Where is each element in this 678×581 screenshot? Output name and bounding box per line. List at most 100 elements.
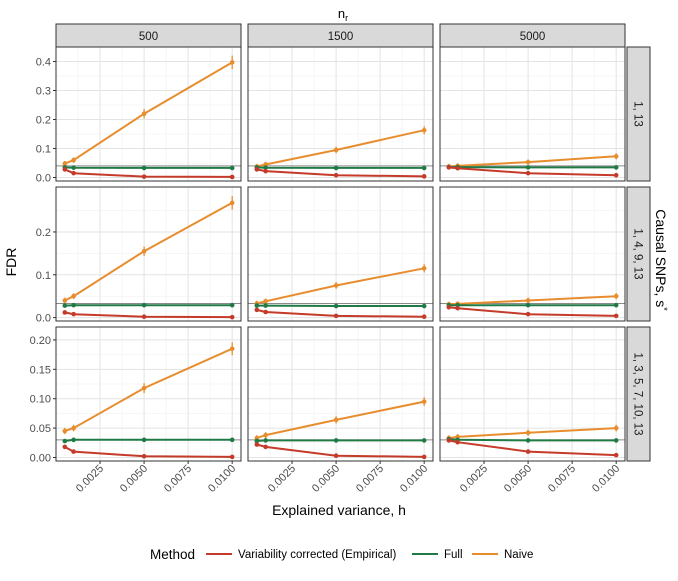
series-line-naive bbox=[64, 201, 233, 302]
x-tick-label: 0.0075 bbox=[162, 463, 194, 495]
point-variability-corrected-empirical bbox=[455, 439, 460, 445]
y-tick-label: 0.15 bbox=[30, 364, 51, 376]
point-variability-corrected-empirical bbox=[229, 314, 235, 320]
legend-title: Method bbox=[150, 547, 195, 562]
point-naive bbox=[613, 293, 619, 299]
point-full bbox=[525, 165, 531, 170]
series-line-naive bbox=[448, 427, 617, 440]
point-full bbox=[62, 303, 68, 308]
point-variability-corrected-empirical bbox=[613, 172, 619, 178]
point-naive bbox=[263, 432, 268, 438]
y-tick-label: 0.3 bbox=[36, 86, 51, 98]
point-naive bbox=[263, 162, 268, 167]
series-line-naive bbox=[448, 295, 617, 306]
point-naive bbox=[333, 147, 339, 153]
point-full bbox=[333, 165, 339, 171]
point-full bbox=[254, 438, 260, 444]
point-naive bbox=[613, 425, 619, 431]
point-naive bbox=[333, 283, 339, 288]
series-line-full bbox=[64, 166, 233, 169]
point-full bbox=[421, 438, 427, 443]
legend-entry-full: Full bbox=[412, 549, 463, 561]
series-line-naive bbox=[64, 347, 233, 432]
point-variability-corrected-empirical bbox=[71, 170, 76, 176]
point-variability-corrected-empirical bbox=[421, 454, 427, 460]
point-full bbox=[141, 165, 147, 171]
point-naive bbox=[421, 127, 427, 133]
point-variability-corrected-empirical bbox=[263, 168, 268, 174]
panel-background bbox=[248, 47, 433, 181]
legend-label-variability: Variability corrected (Empirical) bbox=[238, 549, 396, 561]
point-variability-corrected-empirical bbox=[254, 442, 260, 447]
point-variability-corrected-empirical bbox=[613, 452, 619, 458]
y-tick-label: 0.20 bbox=[30, 335, 51, 347]
point-variability-corrected-empirical bbox=[446, 438, 452, 443]
point-variability-corrected-empirical bbox=[525, 170, 531, 176]
column-strip-label-0: 500 bbox=[139, 31, 158, 43]
point-full bbox=[263, 438, 268, 443]
legend-entry-naive: Naive bbox=[472, 549, 533, 561]
point-variability-corrected-empirical bbox=[525, 449, 531, 454]
series-line-variability-corrected-empirical bbox=[448, 439, 617, 457]
x-tick-label: 0.0100 bbox=[206, 463, 238, 495]
point-naive bbox=[421, 399, 427, 404]
point-variability-corrected-empirical bbox=[62, 167, 68, 172]
point-full bbox=[229, 165, 235, 171]
x-tick-label: 0.0075 bbox=[546, 463, 578, 495]
point-variability-corrected-empirical bbox=[141, 314, 147, 320]
point-variability-corrected-empirical bbox=[71, 449, 76, 454]
point-naive bbox=[229, 200, 235, 206]
point-variability-corrected-empirical bbox=[446, 165, 452, 170]
x-tick-label: 0.0050 bbox=[118, 463, 150, 495]
point-variability-corrected-empirical bbox=[455, 165, 460, 171]
row-strip-0 bbox=[626, 46, 651, 182]
x-tick-label: 0.0025 bbox=[74, 463, 106, 495]
point-naive bbox=[333, 417, 339, 423]
row-strip-label-0: 1, 13 bbox=[632, 101, 644, 127]
point-full bbox=[333, 438, 339, 443]
point-naive bbox=[141, 111, 147, 117]
panel-border bbox=[247, 186, 434, 322]
legend-entry-variability: Variability corrected (Empirical) bbox=[206, 549, 396, 561]
legend-label-naive: Naive bbox=[504, 549, 533, 561]
y-tick-label: 0.0 bbox=[36, 313, 51, 325]
row-strip-label-1: 1, 4, 9, 13 bbox=[632, 228, 644, 279]
point-full bbox=[229, 437, 235, 443]
panel-border bbox=[247, 326, 434, 462]
x-tick-label: 0.0025 bbox=[266, 463, 298, 495]
series-line-variability-corrected-empirical bbox=[64, 446, 233, 458]
panel-r0-c2 bbox=[439, 46, 626, 182]
column-strip-label-1: 1500 bbox=[328, 31, 354, 43]
x-tick-label: 0.0075 bbox=[354, 463, 386, 495]
series-line-full bbox=[448, 438, 617, 442]
row-strip-label-2: 1, 3, 5, 7, 10, 13 bbox=[632, 352, 644, 435]
point-variability-corrected-empirical bbox=[254, 167, 260, 172]
series-line-naive bbox=[64, 61, 233, 165]
row-strip-2 bbox=[626, 326, 651, 462]
y-tick-label: 0.2 bbox=[36, 227, 51, 239]
series-line-variability-corrected-empirical bbox=[448, 166, 617, 177]
point-full bbox=[62, 438, 68, 444]
point-full bbox=[141, 302, 147, 308]
point-naive bbox=[62, 428, 68, 434]
panel-r0-c0 bbox=[55, 46, 242, 182]
panel-background bbox=[56, 327, 241, 461]
point-full bbox=[525, 302, 531, 308]
point-full bbox=[263, 165, 268, 170]
x-tick-label: 0.0025 bbox=[458, 463, 490, 495]
point-full bbox=[613, 165, 619, 170]
x-tick-label: 0.0050 bbox=[502, 463, 534, 495]
y-tick-label: 0.05 bbox=[30, 423, 51, 435]
point-full bbox=[254, 303, 260, 308]
point-full bbox=[525, 438, 531, 443]
point-naive bbox=[62, 298, 68, 303]
top-facet-title: nr bbox=[338, 6, 348, 23]
point-full bbox=[71, 302, 76, 308]
point-full bbox=[263, 303, 268, 308]
panel-r2-c1: 0.0025 0.0050 0.0075 0.0100 bbox=[247, 326, 434, 495]
point-naive bbox=[263, 299, 268, 304]
point-full bbox=[71, 165, 76, 170]
point-naive bbox=[421, 266, 427, 271]
panel-border bbox=[247, 46, 434, 182]
x-tick-label: 0.0100 bbox=[590, 463, 622, 495]
